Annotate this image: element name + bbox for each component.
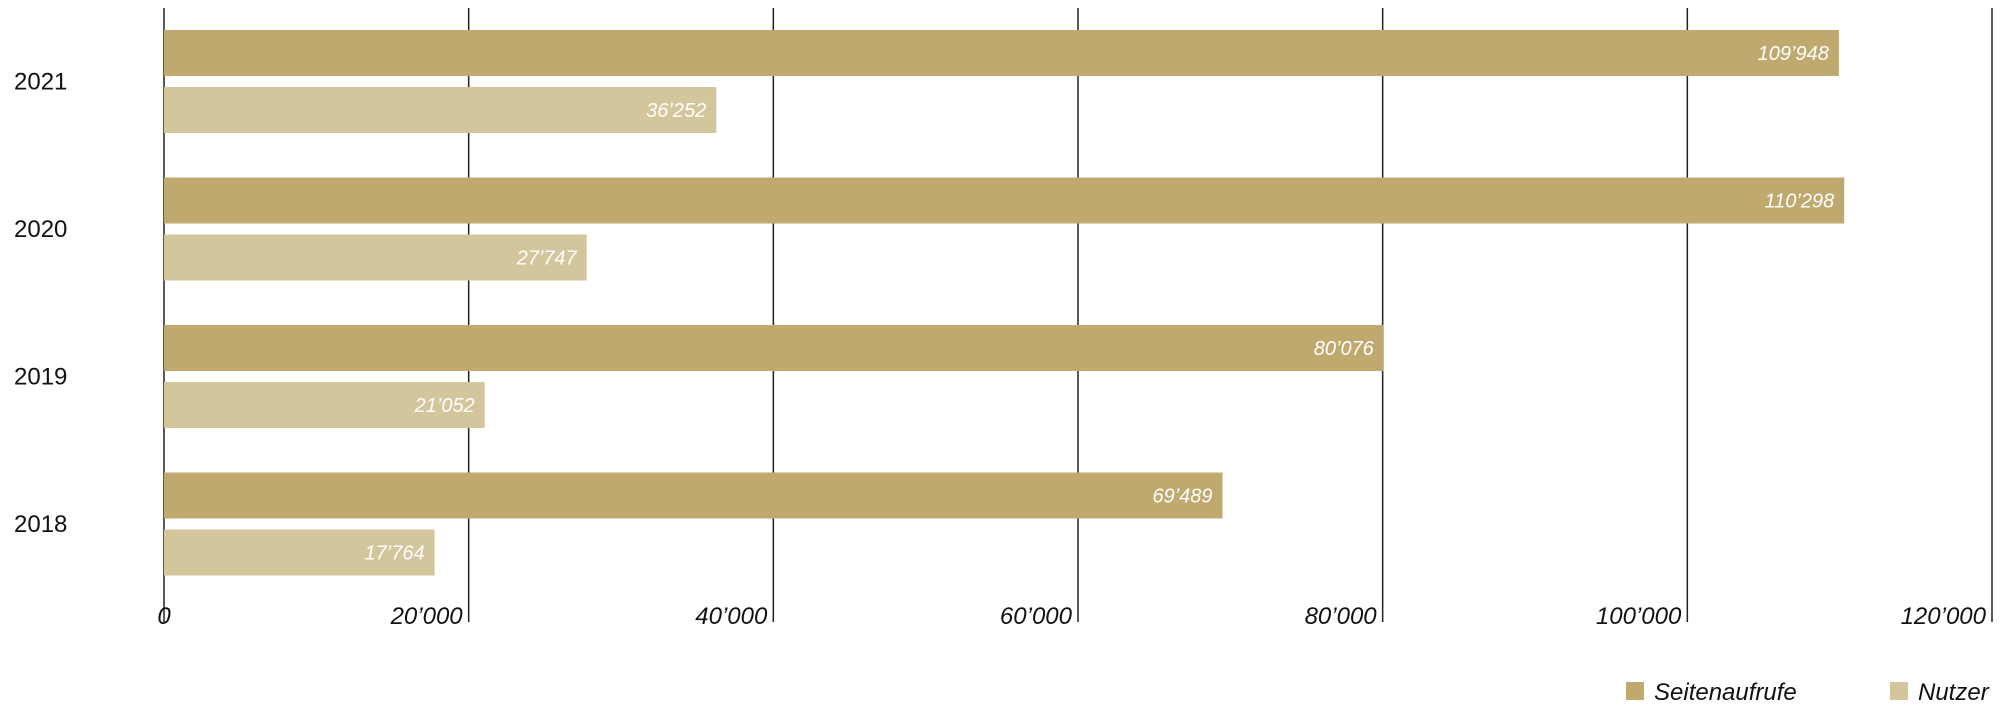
legend-label: Seitenaufrufe	[1654, 679, 1797, 706]
legend: Seitenaufrufe Nutzer	[1626, 679, 1990, 706]
category-label: 2020	[14, 216, 67, 243]
category-label: 2018	[14, 511, 67, 538]
x-tick-label: 40’000	[695, 603, 768, 630]
x-tick-label: 60’000	[1000, 603, 1073, 630]
x-tick-label: 0	[157, 603, 171, 630]
bar-value-label: 36’252	[646, 100, 706, 122]
category-label: 2019	[14, 364, 67, 391]
category-labels: 2021 2020 2019 2018	[14, 69, 67, 539]
x-tick-label: 80’000	[1305, 603, 1378, 630]
legend-swatch	[1890, 682, 1908, 700]
bar-nutzer-2020	[164, 234, 587, 281]
bar-seitenaufrufe-2018	[164, 472, 1223, 519]
bar-value-label: 109’948	[1758, 43, 1829, 65]
bar-nutzer-2018	[164, 529, 435, 576]
legend-swatch	[1626, 682, 1644, 700]
legend-label: Nutzer	[1918, 679, 1990, 706]
bar-nutzer-2019	[164, 382, 485, 428]
bar-value-label: 69’489	[1152, 486, 1212, 508]
category-label: 2021	[14, 69, 67, 96]
bar-nutzer-2021	[164, 87, 717, 133]
bar-value-label: 17’764	[365, 543, 425, 565]
bars: 109’948 36’252 110’298 27’747 80’076 21’052 69…	[164, 30, 1845, 576]
bar-seitenaufrufe-2019	[164, 325, 1384, 371]
bar-value-label: 27’747	[516, 248, 578, 270]
x-tick-label: 100’000	[1596, 603, 1682, 630]
bar-value-label: 21’052	[414, 395, 475, 417]
bar-seitenaufrufe-2020	[164, 177, 1845, 224]
x-tick-label: 20’000	[390, 603, 464, 630]
x-tick-label: 120’000	[1901, 603, 1987, 630]
x-tick-labels: 0 20’000 40’000 60’000 80’000 100’000 120’000	[157, 603, 1986, 630]
bar-value-label: 80’076	[1314, 338, 1375, 360]
bar-value-label: 110’298	[1765, 191, 1835, 213]
bar-seitenaufrufe-2021	[164, 30, 1839, 76]
